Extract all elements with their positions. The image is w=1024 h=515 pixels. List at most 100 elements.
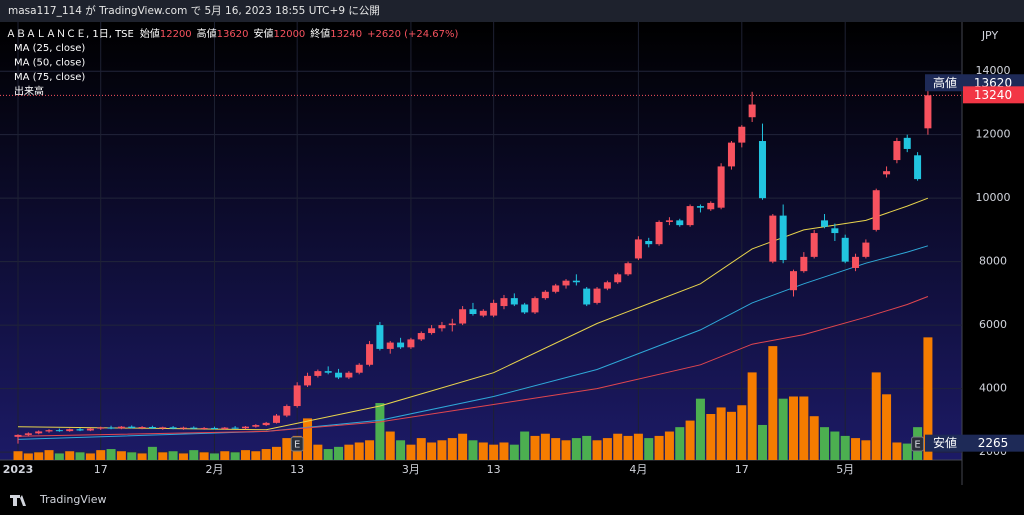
ohlc-value: 13240: [330, 29, 362, 40]
candle-body: [355, 364, 363, 373]
candle-body: [769, 215, 777, 262]
volume-bar: [85, 453, 95, 460]
event-label: E: [294, 440, 300, 451]
candle-body: [872, 190, 880, 230]
candle-body: [727, 142, 735, 167]
volume-bar: [582, 435, 592, 460]
candle-body: [562, 280, 570, 286]
volume-bar: [344, 444, 354, 460]
volume-bar: [644, 438, 654, 460]
last-price-value: 13240: [974, 88, 1012, 102]
volume-bar: [695, 398, 705, 460]
ohlc-label: 安値: [253, 27, 273, 40]
last-price-tag: [963, 86, 1024, 104]
candle-body: [624, 263, 632, 275]
volume-bar: [127, 452, 137, 460]
candle-body: [748, 104, 756, 118]
ohlc-label: 始値: [140, 27, 160, 40]
volume-bar: [147, 446, 157, 460]
candle-body: [469, 309, 477, 314]
volume-bar: [354, 442, 364, 460]
candle-body: [241, 426, 249, 429]
volume-bar: [592, 440, 602, 460]
volume-bar: [220, 451, 230, 460]
volume-bar: [923, 337, 933, 460]
candle-body: [366, 344, 374, 365]
x-tick-label: 17: [94, 463, 108, 476]
volume-bar: [34, 452, 44, 460]
volume-bar: [158, 452, 168, 460]
ohlc-value: 12000: [273, 29, 305, 40]
volume-bar: [427, 442, 437, 460]
volume-bar: [458, 433, 468, 460]
volume-bar: [820, 427, 830, 460]
high-tag-value: 13620: [974, 76, 1012, 90]
volume-bar: [96, 450, 106, 460]
volume-bar: [416, 438, 426, 460]
candle-body: [438, 325, 446, 329]
candle-body: [821, 220, 829, 227]
candle-body: [645, 241, 653, 245]
volume-bar: [851, 438, 861, 460]
volume-bar: [13, 451, 23, 460]
volume-bar: [230, 452, 240, 460]
candle-body: [397, 342, 405, 348]
candle-body: [273, 415, 280, 423]
candle-body: [107, 427, 115, 429]
x-tick-label: 13: [290, 463, 304, 476]
candle-body: [924, 95, 932, 129]
volume-bar: [602, 438, 612, 460]
candle-body: [583, 288, 591, 305]
volume-bar: [323, 449, 333, 460]
legend-symbol: ＡＢＡＬＡＮＣＥ, 1日, TSE: [6, 29, 134, 40]
candle-body: [500, 298, 508, 307]
volume-bar: [54, 453, 64, 460]
candle-body: [914, 155, 922, 180]
legend-entry: 出来高: [14, 85, 44, 98]
volume-bar: [468, 440, 478, 460]
volume-bar: [664, 431, 674, 460]
volume-bar: [654, 435, 664, 460]
volume-bar: [272, 446, 281, 460]
volume-bar: [551, 438, 561, 460]
candle-body: [593, 288, 601, 303]
volume-bar: [23, 453, 33, 460]
volume-bar: [199, 452, 209, 460]
y-tick-label: 14000: [976, 64, 1011, 77]
ma-line: [17, 296, 929, 437]
x-tick-label: 2月: [205, 463, 223, 476]
change-label: +2620 (+24.67%): [367, 29, 458, 40]
candle-body: [810, 233, 818, 257]
ohlc-label: 高値: [197, 27, 217, 40]
volume-bar: [861, 440, 871, 460]
volume-bar: [478, 442, 488, 460]
candle-body: [696, 206, 704, 208]
volume-bar: [871, 372, 881, 460]
low-tag-value: 2265: [978, 436, 1009, 450]
candle-body: [66, 429, 74, 432]
volume-bar: [902, 443, 912, 460]
volume-bar: [809, 416, 819, 460]
candle-body: [779, 215, 787, 261]
currency: JPY: [981, 29, 999, 42]
y-tick-label: 12000: [976, 128, 1011, 141]
candle-body: [210, 427, 218, 429]
candle-body: [531, 298, 539, 313]
volume-bar: [540, 433, 550, 460]
candle-body: [169, 427, 177, 429]
volume-bar: [137, 453, 147, 460]
volume-bar: [737, 405, 747, 460]
volume-bar: [209, 453, 219, 460]
volume-bar: [747, 372, 757, 460]
legend-entry: MA (50, close): [14, 58, 85, 69]
y-tick-label: 10000: [976, 191, 1011, 204]
candle-body: [552, 285, 560, 292]
candle-body: [262, 422, 270, 426]
candle-body: [335, 372, 343, 378]
volume-bar: [675, 427, 685, 460]
candle-body: [138, 426, 146, 428]
ohlc-label: 終値: [310, 27, 330, 40]
volume-bar: [520, 431, 530, 460]
candle-body: [14, 434, 22, 437]
